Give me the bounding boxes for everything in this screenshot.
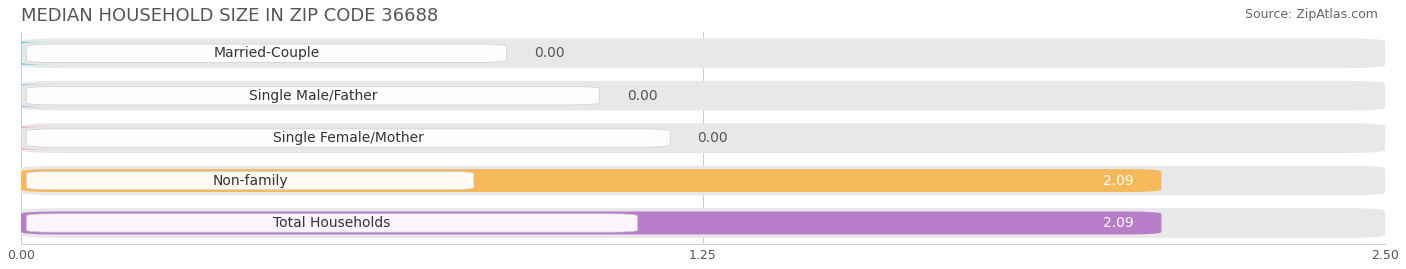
Text: MEDIAN HOUSEHOLD SIZE IN ZIP CODE 36688: MEDIAN HOUSEHOLD SIZE IN ZIP CODE 36688 xyxy=(21,7,439,25)
FancyBboxPatch shape xyxy=(27,129,671,147)
Text: 2.09: 2.09 xyxy=(1104,174,1135,187)
FancyBboxPatch shape xyxy=(0,42,53,65)
Text: 0.00: 0.00 xyxy=(697,131,728,145)
FancyBboxPatch shape xyxy=(21,169,1161,192)
FancyBboxPatch shape xyxy=(21,38,1385,68)
FancyBboxPatch shape xyxy=(0,84,53,107)
FancyBboxPatch shape xyxy=(27,44,506,62)
FancyBboxPatch shape xyxy=(21,211,1161,235)
Text: Non-family: Non-family xyxy=(212,174,288,187)
Text: Single Male/Father: Single Male/Father xyxy=(249,89,377,103)
Text: 2.09: 2.09 xyxy=(1104,216,1135,230)
Text: 0.00: 0.00 xyxy=(534,46,564,60)
FancyBboxPatch shape xyxy=(21,166,1385,195)
FancyBboxPatch shape xyxy=(21,123,1385,153)
FancyBboxPatch shape xyxy=(21,208,1385,238)
Text: Married-Couple: Married-Couple xyxy=(214,46,319,60)
FancyBboxPatch shape xyxy=(27,214,637,232)
Text: Total Households: Total Households xyxy=(273,216,391,230)
FancyBboxPatch shape xyxy=(21,81,1385,111)
FancyBboxPatch shape xyxy=(27,171,474,190)
FancyBboxPatch shape xyxy=(0,127,53,150)
Text: 0.00: 0.00 xyxy=(627,89,657,103)
Text: Single Female/Mother: Single Female/Mother xyxy=(273,131,423,145)
FancyBboxPatch shape xyxy=(27,87,599,105)
Text: Source: ZipAtlas.com: Source: ZipAtlas.com xyxy=(1244,8,1378,21)
